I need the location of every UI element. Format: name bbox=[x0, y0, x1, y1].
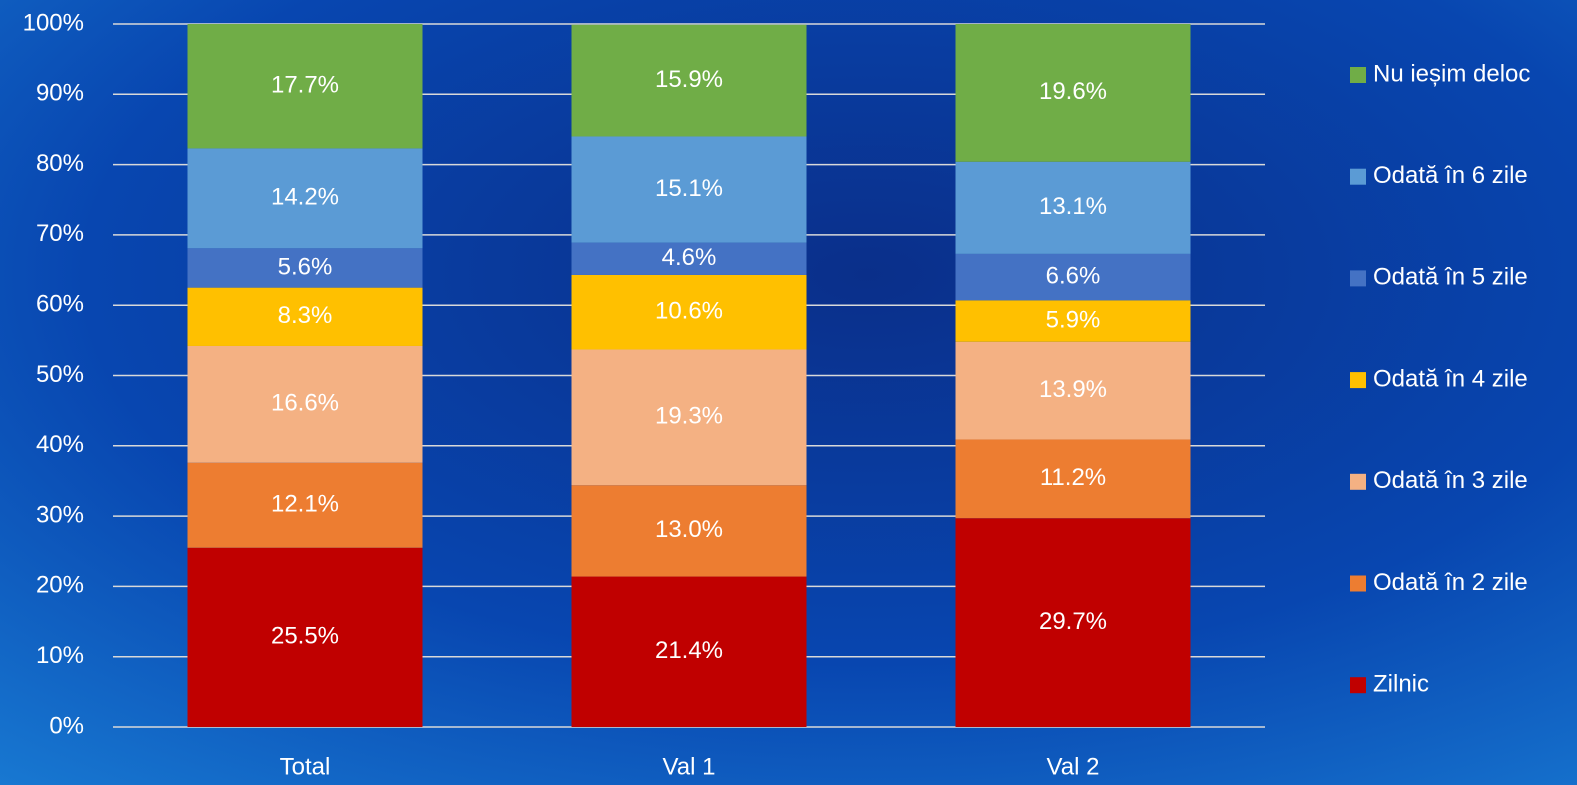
y-tick-label: 30% bbox=[36, 501, 84, 528]
data-label: 12.1% bbox=[271, 491, 339, 518]
y-tick-label: 90% bbox=[36, 80, 84, 107]
y-tick-label: 60% bbox=[36, 291, 84, 318]
bar-segment bbox=[571, 242, 807, 275]
legend-swatch bbox=[1350, 67, 1366, 83]
y-tick-label: 100% bbox=[23, 9, 84, 36]
data-label: 15.9% bbox=[655, 66, 723, 93]
x-tick-label: Val 1 bbox=[663, 753, 716, 780]
legend-swatch bbox=[1350, 372, 1366, 389]
bar-segment bbox=[571, 349, 807, 486]
y-tick-label: 40% bbox=[36, 431, 84, 458]
y-tick-label: 80% bbox=[36, 150, 84, 177]
legend-label: Odată în 3 zile bbox=[1373, 467, 1528, 494]
data-label: 17.7% bbox=[271, 72, 339, 99]
bar-segment bbox=[187, 287, 423, 346]
legend-label: Odată în 4 zile bbox=[1373, 365, 1528, 392]
data-label: 8.3% bbox=[278, 302, 333, 329]
legend-swatch bbox=[1350, 677, 1366, 694]
bar-segment bbox=[187, 547, 423, 727]
data-label: 5.6% bbox=[278, 253, 333, 280]
x-tick-label: Val 2 bbox=[1047, 753, 1100, 780]
bar-segment bbox=[955, 24, 1191, 162]
bar-segment bbox=[187, 248, 423, 288]
data-label: 5.9% bbox=[1046, 306, 1101, 333]
bar-segment bbox=[187, 24, 423, 149]
bar-segment bbox=[187, 462, 423, 548]
bar-segment bbox=[571, 24, 807, 137]
y-tick-label: 50% bbox=[36, 361, 84, 388]
y-tick-label: 20% bbox=[36, 572, 84, 599]
bar-segment bbox=[955, 300, 1191, 342]
legend-label: Odată în 6 zile bbox=[1373, 162, 1528, 189]
legend-swatch bbox=[1350, 168, 1366, 185]
y-tick-label: 70% bbox=[36, 220, 84, 247]
legend-swatch bbox=[1350, 473, 1366, 490]
legend-swatch bbox=[1350, 270, 1366, 287]
data-label: 21.4% bbox=[655, 637, 723, 664]
bar-segment bbox=[571, 576, 807, 727]
legend-swatch bbox=[1350, 575, 1366, 592]
data-label: 4.6% bbox=[662, 244, 717, 271]
bar-segment bbox=[955, 518, 1191, 727]
data-label: 29.7% bbox=[1039, 608, 1107, 635]
legend-label: Zilnic bbox=[1373, 671, 1429, 698]
data-label: 19.3% bbox=[655, 403, 723, 430]
data-label: 14.2% bbox=[271, 184, 339, 211]
legend-label: Odată în 2 zile bbox=[1373, 569, 1528, 596]
data-label: 13.0% bbox=[655, 516, 723, 543]
bar-segment bbox=[187, 345, 423, 463]
data-label: 16.6% bbox=[271, 390, 339, 417]
y-tick-label: 0% bbox=[49, 712, 84, 739]
bar-segment bbox=[571, 485, 807, 577]
x-tick-label: Total bbox=[280, 753, 331, 780]
bar-segment bbox=[187, 148, 423, 249]
bar-segment bbox=[571, 136, 807, 243]
data-label: 13.9% bbox=[1039, 376, 1107, 403]
y-tick-label: 10% bbox=[36, 642, 84, 669]
legend-label: Nu ieșim deloc bbox=[1373, 60, 1530, 87]
data-label: 25.5% bbox=[271, 623, 339, 650]
data-label: 19.6% bbox=[1039, 78, 1107, 105]
data-label: 6.6% bbox=[1046, 262, 1101, 289]
data-label: 11.2% bbox=[1040, 464, 1106, 491]
bar-segment bbox=[955, 253, 1191, 301]
data-label: 15.1% bbox=[655, 175, 723, 202]
data-label: 13.1% bbox=[1039, 193, 1107, 220]
data-label: 10.6% bbox=[655, 298, 723, 325]
bar-segment bbox=[571, 274, 807, 350]
bar-segment bbox=[955, 161, 1191, 254]
bar-segment bbox=[955, 341, 1191, 440]
legend-label: Odată în 5 zile bbox=[1373, 264, 1528, 291]
bar-segment bbox=[955, 439, 1191, 519]
